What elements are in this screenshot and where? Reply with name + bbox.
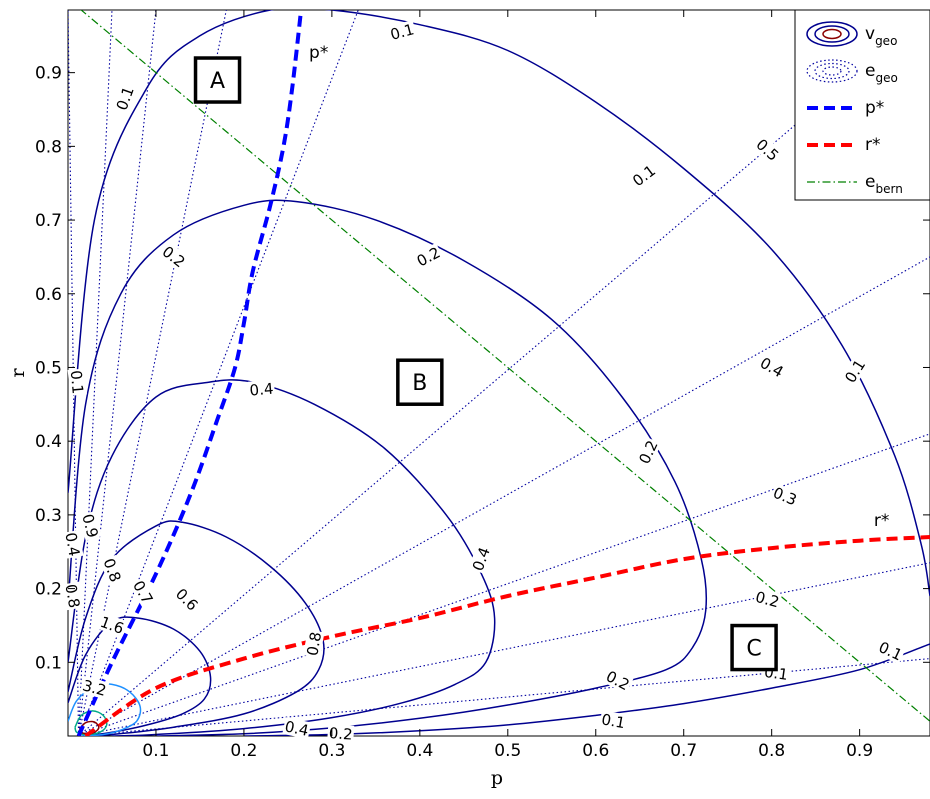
y-tick-label-4: 0.5 [35,358,62,378]
legend-label-2: p* [865,98,884,118]
contour-label-17: 0.8 [61,583,83,610]
e-geo-ray-6 [78,256,930,736]
e-geo-ray-1 [68,10,80,736]
y-tick-label-5: 0.6 [35,285,62,305]
contour-label-27: 0.2 [753,588,781,612]
v-geo-contour-0 [68,10,930,597]
e-geo-ray-5 [78,10,930,736]
contour-label-16: 0.8 [303,631,325,658]
x-axis-label: p [491,767,503,789]
x-tick-label-2: 0.3 [318,741,345,761]
x-tick-label-3: 0.4 [406,741,433,761]
y-tick-label-6: 0.7 [35,211,62,231]
region-label-b: B [412,371,427,396]
plot-area [67,9,930,737]
y-tick-label-2: 0.3 [35,506,62,526]
x-tick-label-1: 0.2 [230,741,257,761]
e-bern-line [80,10,930,722]
e-geo-ray-7 [78,433,930,736]
e-geo-ray-8 [78,562,930,736]
e-geo-ray-3 [78,10,227,736]
contour-label-19: 3.2 [81,676,109,700]
x-tick-label-6: 0.7 [670,741,697,761]
legend-entry-2: p* [807,98,884,118]
contour-label-20: 0.9 [78,512,102,540]
e-geo-ray-4 [78,10,359,736]
v-geo-contour-1 [243,643,930,736]
contour-label-5: 0.1 [600,710,627,732]
y-tick-label-7: 0.8 [35,137,62,157]
region-box-a [193,56,242,104]
v-geo-contour-3 [68,379,496,736]
contour-label-6: 0.1 [67,370,87,395]
contour-label-11: 0.2 [328,724,353,744]
legend-entry-3: r* [807,135,881,155]
v-geo-contour-8 [78,720,100,735]
y-tick-label-8: 0.9 [35,64,62,84]
x-tick-label-5: 0.6 [582,741,609,761]
v-geo-contour-4 [68,520,325,736]
curve-label-0: p* [309,43,328,63]
e-geo-ray-2 [78,10,157,736]
region-box-b [396,358,444,406]
contour-label-0: 0.1 [388,20,416,44]
contour-label-12: 0.4 [249,380,274,400]
curve-label-1: r* [874,511,890,531]
y-axis-label: r [7,368,29,378]
legend-box [794,9,930,201]
contour-label-14: 0.4 [283,717,310,740]
legend-label-3: r* [865,135,881,155]
x-tick-label-0: 0.1 [142,741,169,761]
contour-label-15: 0.4 [61,531,83,558]
y-tick-label-1: 0.2 [35,580,62,600]
x-tick-label-8: 0.9 [846,741,873,761]
x-tick-label-7: 0.8 [758,741,785,761]
region-label-c: C [746,637,761,662]
y-tick-label-0: 0.1 [35,653,62,673]
r-star-curve [84,535,930,736]
region-box-c [730,623,778,672]
region-label-a: A [210,69,225,94]
e-geo-ray-0 [78,10,113,736]
x-tick-label-4: 0.5 [494,741,521,761]
y-tick-label-3: 0.4 [35,432,62,452]
